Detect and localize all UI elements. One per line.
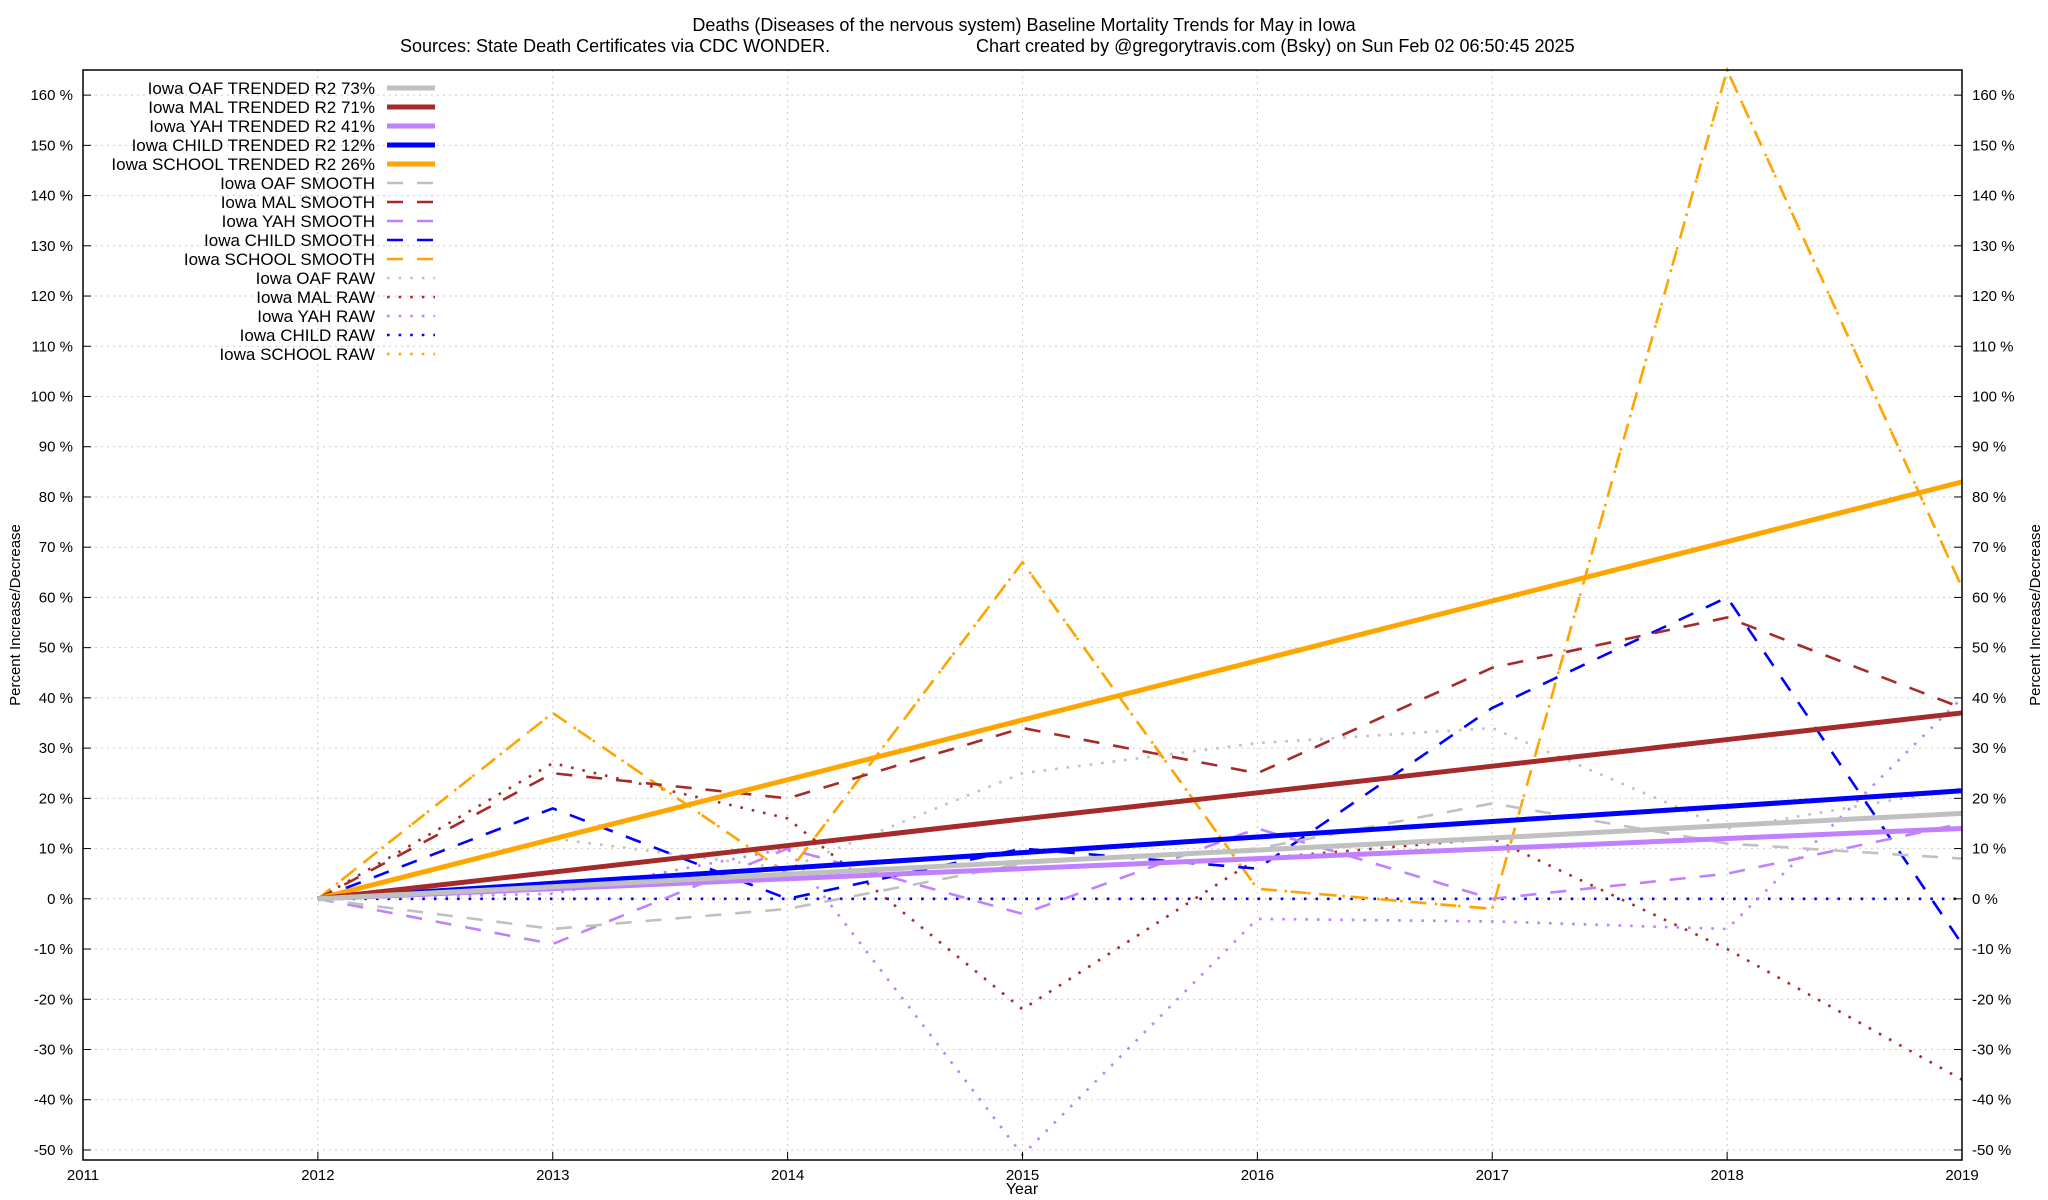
y-tick-label-right: -20 %	[1972, 991, 2011, 1008]
y-tick-label-right: 10 %	[1972, 841, 2006, 858]
y-tick-label-right: -30 %	[1972, 1041, 2011, 1058]
y-tick-label: 100 %	[30, 388, 73, 405]
x-tick-label: 2012	[301, 1167, 334, 1184]
series-line-iowa-child-trended-r2-12	[317, 788, 1963, 902]
legend-label: Iowa MAL TRENDED R2 71%	[148, 98, 375, 117]
legend-label: Iowa SCHOOL RAW	[219, 345, 375, 364]
y-tick-label: 60 %	[39, 589, 73, 606]
y-tick-label: 120 %	[30, 288, 73, 305]
y-tick-label: 10 %	[39, 841, 73, 858]
x-axis-label: Year	[1006, 1181, 1039, 1198]
y-tick-label: 30 %	[39, 740, 73, 757]
y-tick-label-right: 90 %	[1972, 439, 2006, 456]
legend-label: Iowa MAL RAW	[256, 288, 375, 307]
y-tick-label: -30 %	[34, 1041, 73, 1058]
x-tick-label: 2016	[1241, 1167, 1274, 1184]
legend-label: Iowa MAL SMOOTH	[221, 193, 375, 212]
series-line-iowa-mal-raw	[317, 761, 1963, 1081]
y-tick-label-right: 0 %	[1972, 891, 1998, 908]
legend: Iowa OAF TRENDED R2 73%Iowa MAL TRENDED …	[111, 79, 435, 364]
y-tick-label: 160 %	[30, 87, 73, 104]
legend-label: Iowa YAH TRENDED R2 41%	[149, 117, 375, 136]
y-tick-label-right: 140 %	[1972, 188, 2015, 205]
legend-label: Iowa SCHOOL SMOOTH	[184, 250, 375, 269]
y-tick-label-right: 30 %	[1972, 740, 2006, 757]
y-tick-label: 0 %	[47, 891, 73, 908]
y-tick-label-right: 100 %	[1972, 388, 2015, 405]
y-tick-label: 50 %	[39, 640, 73, 657]
legend-label: Iowa OAF TRENDED R2 73%	[148, 79, 375, 98]
x-tick-label: 2018	[1710, 1167, 1743, 1184]
y-axis-label-right: Percent Increase/Decrease	[2027, 524, 2044, 706]
x-tick-label: 2011	[67, 1167, 99, 1184]
series-line-iowa-oaf-smooth	[317, 802, 1963, 931]
y-tick-label-right: 70 %	[1972, 539, 2006, 556]
y-axis-label: Percent Increase/Decrease	[7, 524, 24, 706]
chart-title: Deaths (Diseases of the nervous system) …	[692, 15, 1356, 35]
y-tick-label: 40 %	[39, 690, 73, 707]
series-line-iowa-yah-smooth	[317, 822, 1963, 946]
y-tick-label-right: 150 %	[1972, 137, 2015, 154]
y-tick-label: 130 %	[30, 238, 73, 255]
y-tick-label: -40 %	[34, 1092, 73, 1109]
series-line-iowa-mal-smooth	[317, 616, 1963, 900]
legend-label: Iowa CHILD SMOOTH	[204, 231, 375, 250]
chart-subtitle-right: Chart created by @gregorytravis.com (Bsk…	[976, 36, 1575, 56]
legend-label: Iowa CHILD RAW	[240, 326, 375, 345]
y-tick-label: -20 %	[34, 991, 73, 1008]
y-tick-label-right: 50 %	[1972, 640, 2006, 657]
legend-label: Iowa YAH RAW	[257, 307, 375, 326]
series-line-iowa-child-smooth	[317, 595, 1964, 945]
y-tick-label-right: 80 %	[1972, 489, 2006, 506]
legend-label: Iowa CHILD TRENDED R2 12%	[132, 136, 375, 155]
series-line-iowa-mal-trended-r2-71	[317, 710, 1963, 902]
legend-label: Iowa OAF RAW	[256, 269, 375, 288]
legend-label: Iowa SCHOOL TRENDED R2 26%	[111, 155, 375, 174]
y-tick-label: 150 %	[30, 137, 73, 154]
y-tick-label-right: 130 %	[1972, 238, 2015, 255]
y-tick-label: -50 %	[34, 1142, 73, 1159]
y-tick-label: 110 %	[32, 338, 73, 355]
legend-label: Iowa YAH SMOOTH	[222, 212, 375, 231]
series-lines	[317, 66, 1964, 1157]
x-tick-label: 2014	[771, 1167, 804, 1184]
y-tick-label: 90 %	[39, 439, 73, 456]
x-tick-label: 2019	[1945, 1167, 1978, 1184]
x-tick-label: 2013	[536, 1167, 569, 1184]
x-tick-label: 2015	[1006, 1167, 1039, 1184]
chart-subtitle-left: Sources: State Death Certificates via CD…	[400, 36, 830, 56]
x-tick-label: 2017	[1476, 1167, 1509, 1184]
y-tick-label-right: 120 %	[1972, 288, 2015, 305]
series-line-iowa-school-trended-r2-26	[317, 479, 1963, 902]
series-line-iowa-school-smooth	[317, 66, 1964, 911]
y-tick-label-right: 40 %	[1972, 690, 2006, 707]
y-tick-label-right: -50 %	[1972, 1142, 2011, 1159]
y-tick-label: 20 %	[39, 790, 73, 807]
y-tick-label-right: 110 %	[1972, 338, 2013, 355]
y-tick-label-right: 160 %	[1972, 87, 2015, 104]
series-line-iowa-yah-raw	[317, 696, 1963, 1157]
y-tick-label-right: -10 %	[1972, 941, 2011, 958]
series-line-iowa-oaf-trended-r2-73	[317, 810, 1963, 902]
y-tick-label: 80 %	[39, 489, 73, 506]
y-tick-label: -10 %	[34, 941, 73, 958]
axis-ticks: 2011 2012 2013 2014 2015 2016 2017 2018 2019 -50 …	[30, 87, 2014, 1184]
y-tick-label: 70 %	[39, 539, 73, 556]
legend-label: Iowa OAF SMOOTH	[220, 174, 375, 193]
y-tick-label-right: -40 %	[1972, 1092, 2011, 1109]
y-tick-label: 140 %	[30, 188, 73, 205]
y-tick-label-right: 60 %	[1972, 589, 2006, 606]
y-tick-label-right: 20 %	[1972, 790, 2006, 807]
